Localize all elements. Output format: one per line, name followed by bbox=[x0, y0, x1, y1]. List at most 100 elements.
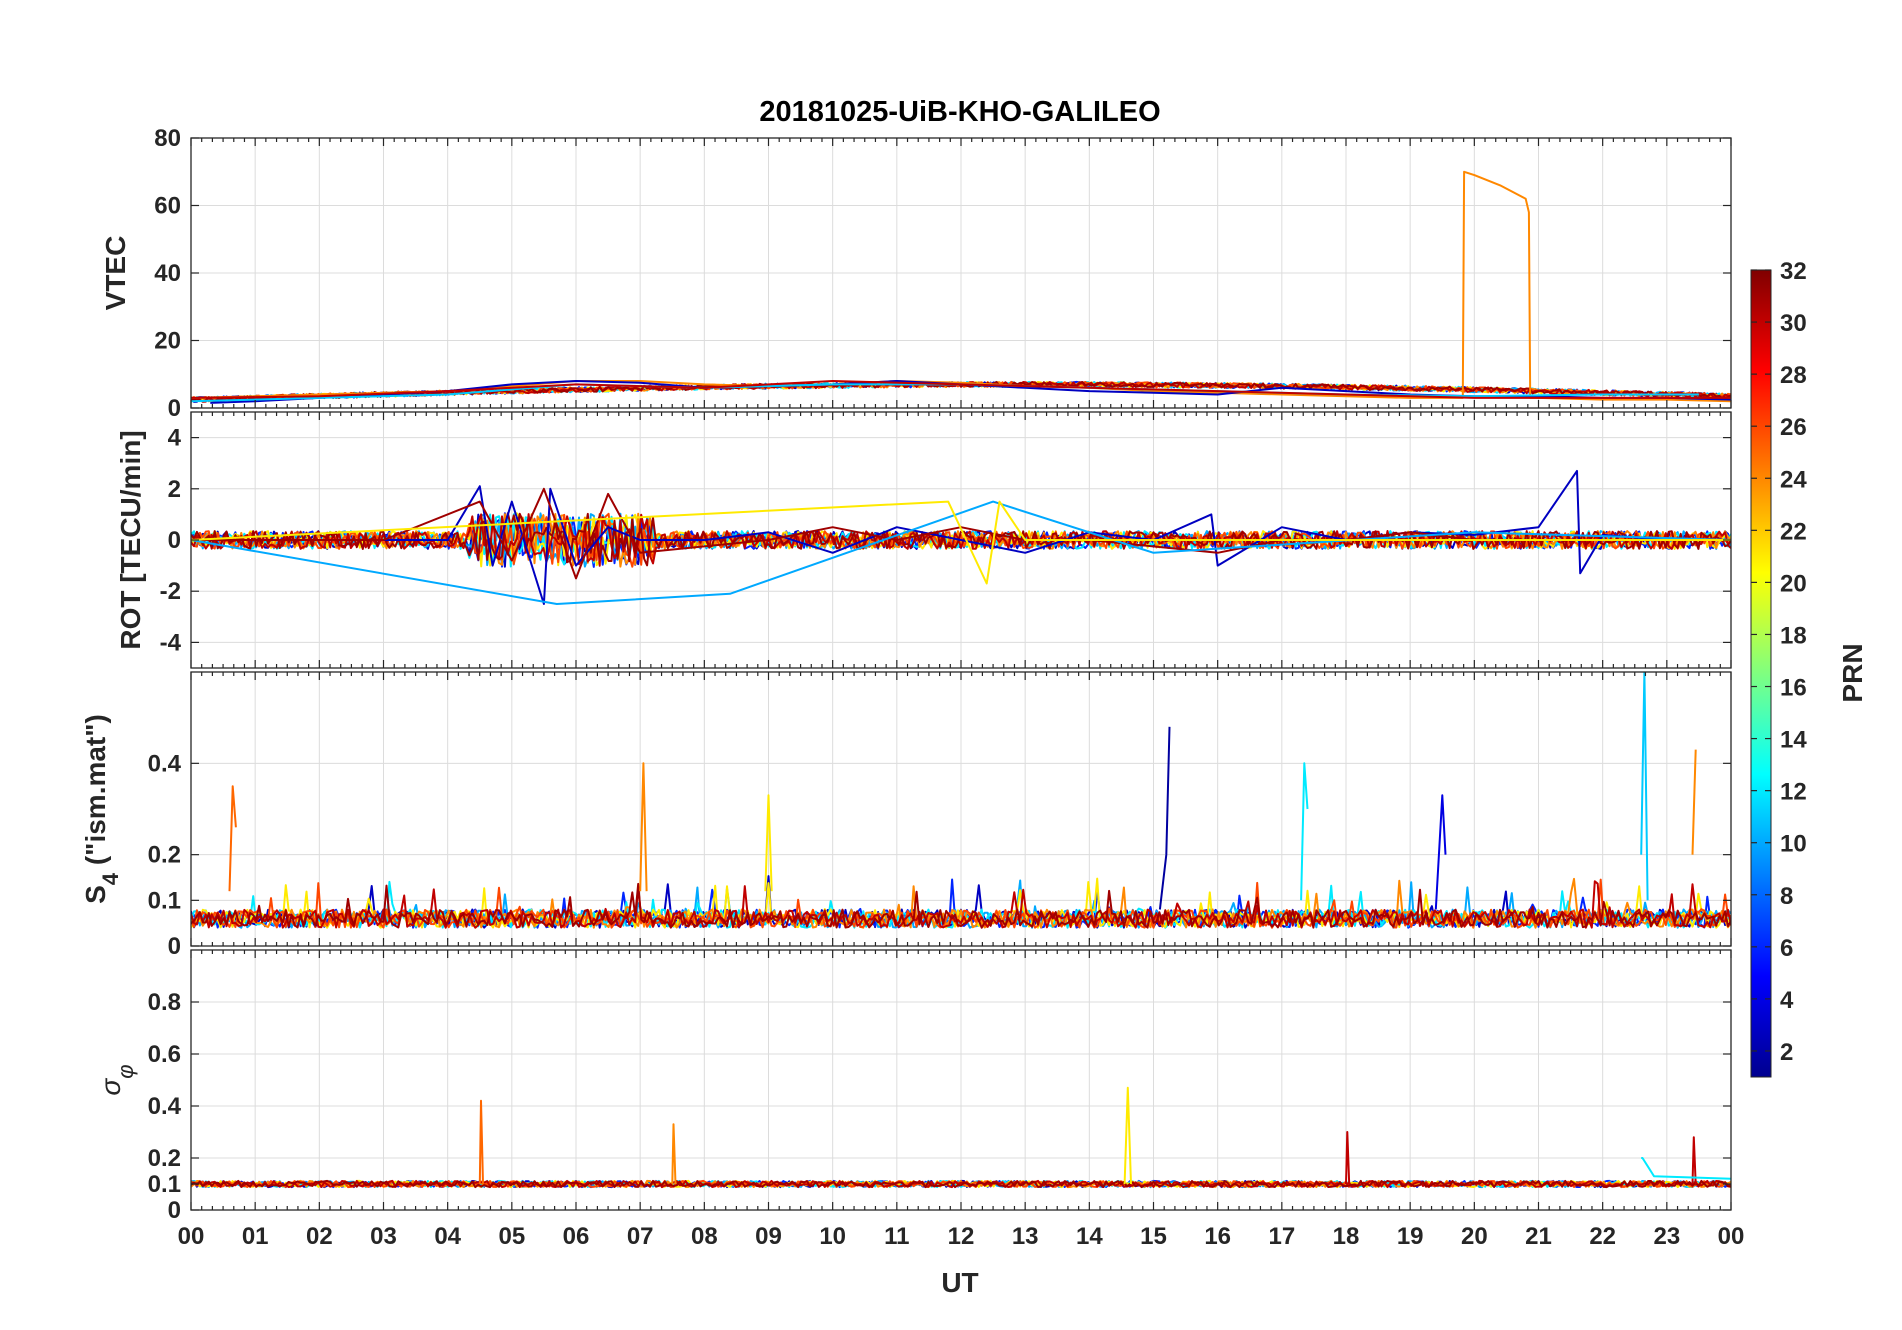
series-prn-21 bbox=[191, 500, 1731, 585]
colorbar-gradient bbox=[1750, 269, 1772, 1078]
y-axis-label: S4 ("ism.mat") bbox=[80, 714, 123, 904]
series-prn-30 bbox=[1691, 1136, 1697, 1185]
y-tick-label: 0.2 bbox=[148, 1145, 181, 1172]
colorbar-tick-label: 10 bbox=[1780, 831, 1807, 858]
colorbar-tick-label: 26 bbox=[1780, 414, 1807, 441]
y-tick-label: 0.8 bbox=[148, 989, 181, 1016]
y-tick-label: 0.2 bbox=[148, 842, 181, 869]
y-axis-label: VTEC bbox=[100, 236, 131, 311]
trace-noise bbox=[191, 512, 1731, 567]
series-prn-4 bbox=[1434, 794, 1447, 910]
colorbar-tick-label: 6 bbox=[1780, 935, 1793, 962]
colorbar-tick-label: 4 bbox=[1780, 987, 1794, 1014]
series-prn-25 bbox=[478, 1099, 484, 1185]
x-tick-label: 03 bbox=[370, 1223, 397, 1250]
y-tick-label: 0 bbox=[168, 395, 181, 422]
series-prn-30 bbox=[1345, 1131, 1351, 1185]
x-tick-label: 01 bbox=[242, 1223, 269, 1250]
x-tick-label: 09 bbox=[755, 1223, 782, 1250]
series-prn-24 bbox=[639, 762, 648, 892]
y-tick-label: 0 bbox=[168, 933, 181, 960]
x-tick-label: 23 bbox=[1653, 1223, 1680, 1250]
x-tick-label: 11 bbox=[884, 1223, 909, 1250]
x-tick-label: 00 bbox=[1718, 1223, 1745, 1250]
trace-noise bbox=[191, 512, 1731, 567]
series-prn-10 bbox=[191, 500, 1731, 605]
panel-sigma-phi: 00.10.2 0.4 0.6 0.8 σφ bbox=[95, 949, 1732, 1224]
y-tick-label: 60 bbox=[154, 193, 181, 220]
series-prn-24 bbox=[191, 170, 1731, 403]
y-tick-label: 4 bbox=[168, 425, 182, 452]
series-prn-12 bbox=[1300, 762, 1309, 901]
x-tick-label: 10 bbox=[819, 1223, 846, 1250]
x-tick-label: 18 bbox=[1333, 1223, 1360, 1250]
series-prn-3 bbox=[191, 469, 1731, 605]
panel-vtec: 0 20 40 60 80 VTEC bbox=[100, 125, 1732, 422]
y-tick-label: 40 bbox=[154, 260, 181, 287]
panel-s4: 0 0.1 0.2 0.4 S4 ("ism.mat") bbox=[80, 671, 1732, 960]
y-tick-label: 2 bbox=[168, 476, 181, 503]
colorbar-tick-label: 24 bbox=[1780, 466, 1807, 493]
y-tick-label: -4 bbox=[160, 629, 182, 656]
colorbar-tick-label: 32 bbox=[1780, 258, 1807, 285]
x-tick-label: 13 bbox=[1012, 1223, 1039, 1250]
y-tick-label: 0.4 bbox=[148, 1093, 182, 1120]
x-tick-label: 02 bbox=[306, 1223, 333, 1250]
colorbar-tick-label: 18 bbox=[1780, 622, 1807, 649]
colorbar-label: PRN bbox=[1837, 643, 1868, 702]
y-tick-label: 0.4 bbox=[148, 750, 182, 777]
y-tick-label: 0.1 bbox=[148, 1171, 181, 1198]
colorbar-tick-label: 16 bbox=[1780, 675, 1807, 702]
series-prn-11 bbox=[1640, 672, 1649, 901]
trace-noise bbox=[191, 882, 1731, 929]
series-prn-24 bbox=[1691, 749, 1697, 855]
x-tick-label: 07 bbox=[627, 1223, 654, 1250]
series-prn-31 bbox=[191, 487, 1731, 580]
colorbar-tick-label: 30 bbox=[1780, 310, 1807, 337]
series-prn-24 bbox=[671, 1123, 677, 1185]
y-tick-label: 0.6 bbox=[148, 1041, 181, 1068]
x-tick-label: 20 bbox=[1461, 1223, 1488, 1250]
colorbar-tick-label: 22 bbox=[1780, 518, 1807, 545]
x-tick-label: 16 bbox=[1204, 1223, 1231, 1250]
series-prn-2 bbox=[1158, 726, 1171, 910]
x-tick-label: 05 bbox=[498, 1223, 525, 1250]
y-tick-label: 20 bbox=[154, 328, 181, 355]
traces bbox=[191, 469, 1731, 605]
series-prn-30 bbox=[191, 380, 1731, 399]
colorbar-tick-label: 2 bbox=[1780, 1039, 1793, 1066]
series-prn-21 bbox=[1123, 1086, 1132, 1185]
series-prn-21 bbox=[764, 794, 773, 892]
x-tick-label: 17 bbox=[1268, 1223, 1295, 1250]
x-tick-label: 00 bbox=[178, 1223, 205, 1250]
x-tick-label: 22 bbox=[1589, 1223, 1616, 1250]
colorbar-tick-label: 8 bbox=[1780, 883, 1793, 910]
colorbar-tick-label: 12 bbox=[1780, 779, 1807, 806]
traces bbox=[191, 672, 1731, 929]
x-tick-label: 12 bbox=[948, 1223, 975, 1250]
series-prn-12 bbox=[1641, 1157, 1731, 1180]
chart-title: 20181025-UiB-KHO-GALILEO bbox=[759, 96, 1160, 128]
x-tick-label: 08 bbox=[691, 1223, 718, 1250]
x-tick-label: 14 bbox=[1076, 1223, 1103, 1250]
traces bbox=[191, 1086, 1731, 1189]
colorbar-tick-label: 28 bbox=[1780, 362, 1807, 389]
panel-rot: -4 -2 0 2 4 ROT [TECU/min] bbox=[115, 411, 1732, 669]
x-tick-label: 15 bbox=[1140, 1223, 1167, 1250]
colorbar-tick-label: 20 bbox=[1780, 570, 1807, 597]
x-tick-label: 04 bbox=[434, 1223, 461, 1250]
series-prn-25 bbox=[228, 785, 237, 892]
y-tick-label: -2 bbox=[160, 578, 181, 605]
x-axis-label: UT bbox=[941, 1267, 978, 1298]
y-tick-label: 80 bbox=[154, 125, 181, 152]
y-tick-label: 0.1 bbox=[148, 887, 181, 914]
y-axis-label: ROT [TECU/min] bbox=[115, 430, 146, 649]
y-tick-label: 0 bbox=[168, 1197, 181, 1224]
colorbar-tick-label: 14 bbox=[1780, 727, 1807, 754]
y-tick-label: 0 bbox=[168, 527, 181, 554]
x-tick-labels: 00 01 02 03 04 05 06 07 08 09 10 11 12 13 14 15 16 17 18 19… bbox=[178, 1223, 1745, 1250]
x-tick-label: 19 bbox=[1397, 1223, 1424, 1250]
